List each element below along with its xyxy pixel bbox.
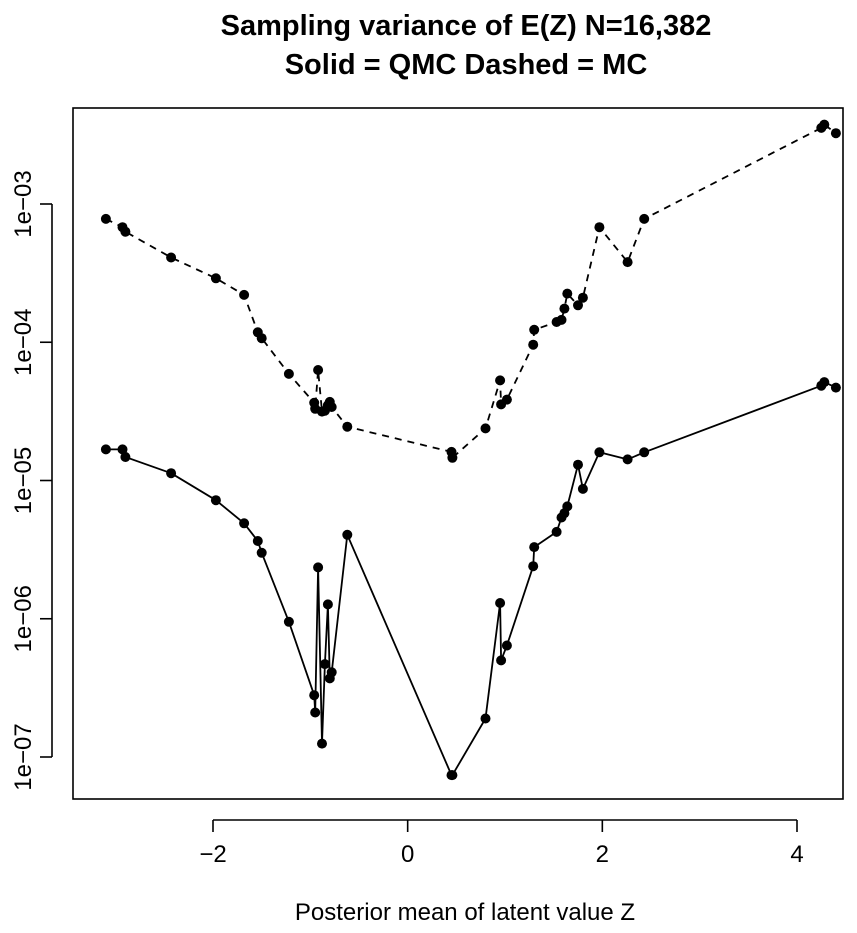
data-point — [501, 394, 512, 405]
data-point — [447, 770, 458, 781]
data-point — [317, 738, 327, 749]
series-solid — [100, 377, 841, 781]
data-point — [166, 468, 177, 479]
x-tick-label: 4 — [790, 841, 803, 868]
y-tick-label: 1e−06 — [10, 585, 37, 652]
data-point — [639, 447, 650, 458]
data-point — [283, 368, 294, 379]
data-point — [830, 382, 841, 393]
data-point — [313, 365, 324, 375]
data-point — [559, 303, 570, 314]
x-tick-label: 2 — [596, 841, 609, 868]
data-point — [319, 659, 330, 670]
y-tick-label: 1e−04 — [10, 309, 37, 376]
data-point — [528, 339, 539, 350]
data-point — [166, 252, 177, 263]
data-point — [313, 562, 324, 573]
series-dashed — [100, 119, 841, 463]
x-axis-label: Posterior mean of latent value Z — [295, 899, 635, 926]
data-point — [256, 547, 267, 558]
data-point — [573, 459, 583, 470]
data-point — [326, 402, 337, 412]
data-point — [210, 273, 221, 284]
data-point — [310, 707, 321, 718]
data-point — [239, 518, 250, 529]
data-point — [210, 495, 221, 506]
y-tick-label: 1e−07 — [10, 723, 37, 790]
data-point — [447, 452, 458, 463]
chart-title: Sampling variance of E(Z) N=16,382 — [221, 10, 712, 42]
data-point — [577, 292, 588, 303]
data-point — [326, 667, 337, 678]
data-point — [256, 333, 267, 344]
data-point — [342, 421, 353, 432]
x-tick-label: 0 — [401, 841, 414, 868]
data-point — [622, 257, 633, 268]
x-tick-label: −2 — [199, 841, 226, 868]
data-point — [594, 447, 605, 458]
data-point — [528, 561, 539, 572]
data-point — [117, 444, 128, 455]
data-point — [556, 314, 567, 325]
series-line-dashed — [105, 123, 837, 459]
data-point — [562, 501, 573, 512]
series-layer — [100, 119, 841, 781]
data-point — [495, 598, 506, 608]
data-point — [342, 529, 353, 540]
data-point — [573, 300, 583, 311]
data-point — [480, 423, 491, 434]
data-point — [283, 616, 294, 627]
data-point — [496, 655, 507, 666]
y-tick-label: 1e−05 — [10, 447, 37, 514]
data-point — [529, 324, 540, 335]
data-point — [100, 444, 111, 455]
y-axis: 1e−07 1e−06 1e−05 1e−04 1e−03 — [10, 170, 53, 791]
data-point — [830, 128, 841, 139]
data-point — [495, 375, 506, 386]
data-point — [577, 483, 588, 494]
y-tick-label: 1e−03 — [10, 170, 37, 237]
data-point — [322, 599, 333, 610]
data-point — [120, 226, 131, 237]
data-point — [562, 288, 573, 299]
data-point — [529, 542, 540, 553]
data-point — [551, 526, 562, 537]
series-line-solid — [105, 381, 837, 776]
x-axis: −2 0 2 4 — [199, 819, 804, 868]
plot-frame — [72, 107, 844, 800]
data-point — [819, 119, 830, 130]
chart-subtitle: Solid = QMC Dashed = MC — [285, 49, 648, 81]
data-point — [100, 213, 111, 224]
data-point — [239, 289, 250, 300]
data-point — [309, 690, 320, 701]
data-point — [252, 536, 263, 546]
data-point — [639, 213, 650, 224]
data-point — [120, 452, 131, 462]
data-point — [501, 640, 512, 651]
data-point — [622, 454, 633, 465]
data-point — [594, 222, 605, 233]
data-point — [819, 377, 830, 388]
data-point — [480, 713, 491, 724]
